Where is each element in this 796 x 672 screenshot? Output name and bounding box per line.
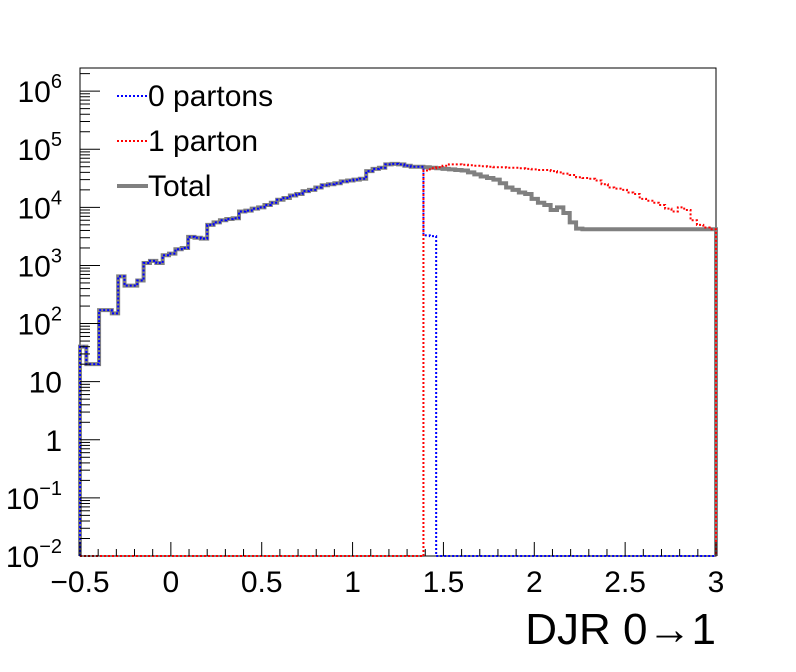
y-tick-label: 103 — [18, 245, 63, 283]
y-axis-ticks: 10−2 10−1 1 10 102 103 104 105 106 — [6, 71, 100, 574]
y-tick-label: 10−2 — [6, 536, 62, 574]
y-tick-label: 10 — [29, 367, 62, 400]
x-tick-label: 0 — [163, 566, 180, 599]
y-tick-label: 10−1 — [6, 478, 62, 516]
x-axis-label: DJR 0→1 — [525, 605, 716, 654]
y-tick-label: 105 — [18, 129, 63, 167]
x-tick-label: 3 — [708, 566, 725, 599]
legend-label-0-partons: 0 partons — [148, 80, 273, 113]
legend-label-1-parton: 1 parton — [148, 125, 258, 158]
y-tick-label: 106 — [18, 71, 63, 109]
y-tick-label: 102 — [18, 304, 63, 342]
y-tick-label: 1 — [45, 425, 62, 458]
y-tick-label: 104 — [18, 187, 63, 225]
series-0-partons-line — [79, 162, 438, 556]
series-total-line — [78, 161, 718, 556]
series-1-parton-line — [422, 163, 717, 556]
legend-label-total: Total — [148, 170, 211, 203]
x-tick-label: 0.5 — [241, 566, 283, 599]
legend: 0 partons 1 parton Total — [117, 80, 273, 203]
x-tick-label: 2.5 — [604, 566, 646, 599]
x-axis-ticks: −0.5 0 0.5 1 1.5 2 2.5 3 — [50, 542, 724, 599]
x-tick-label: 1.5 — [423, 566, 465, 599]
x-tick-label: 2 — [526, 566, 543, 599]
x-tick-label: 1 — [344, 566, 361, 599]
series-layer — [78, 161, 718, 557]
x-tick-label: −0.5 — [50, 566, 109, 599]
